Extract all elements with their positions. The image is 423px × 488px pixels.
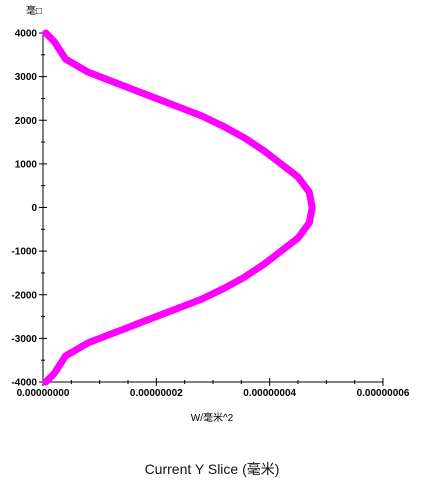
data-point [260,261,268,268]
data-point [306,219,313,226]
y-tick-label: 4000 [15,29,38,40]
y-tick-label: -1000 [11,247,37,258]
y-tick-label: 0 [31,203,37,214]
data-point [198,112,205,120]
data-point [107,77,115,85]
x-tick-label: 0.00000002 [130,388,183,399]
y-tick-label: 1000 [15,159,38,170]
y-tick-label: 2000 [15,116,38,127]
data-point [85,339,92,346]
data-point [308,204,316,211]
data-point [85,69,92,76]
data-point [277,247,285,255]
data-point [306,189,313,196]
y-tick-label: -3000 [11,334,37,345]
data-point [42,29,50,37]
data-point [175,103,183,111]
data-point [51,38,58,45]
data-point [240,134,248,141]
y-tick-label: -2000 [11,290,37,301]
data-point [294,234,302,242]
data-point [277,160,285,168]
y-tick-label: -4000 [11,378,37,389]
data-point [153,95,160,102]
data-point [198,295,205,303]
chart-caption: Current Y Slice (毫米) [145,461,280,477]
data-point [221,285,228,292]
data-point [130,86,137,93]
x-tick-label: 0.00000004 [243,388,296,399]
data-point [153,313,160,320]
series-layer [42,29,316,386]
data-point [221,123,228,130]
data-point [260,147,268,154]
data-point [240,274,248,281]
data-point [175,304,183,312]
x-tick-label: 0.00000000 [17,388,70,399]
data-point [56,361,64,368]
data-point [42,378,50,386]
y-tick-label: 3000 [15,72,38,83]
data-point [62,55,69,63]
data-point [62,352,69,360]
data-point [107,330,115,338]
data-point [56,47,64,54]
data-point [130,322,137,329]
data-point [294,173,302,181]
series-line [42,29,316,386]
x-tick-label: 0.00000006 [357,388,410,399]
x-ticks: 0.00000000 0.00000002 0.00000004 0.00000006 [17,378,410,399]
y-axis-title: 毫□ [26,4,42,17]
x-axis-title: W/毫米^2 [191,411,234,424]
data-point [51,370,58,377]
y-ticks: -4000 -3000 -2000 -1000 0 1000 2000 3000 4000 [11,29,47,389]
